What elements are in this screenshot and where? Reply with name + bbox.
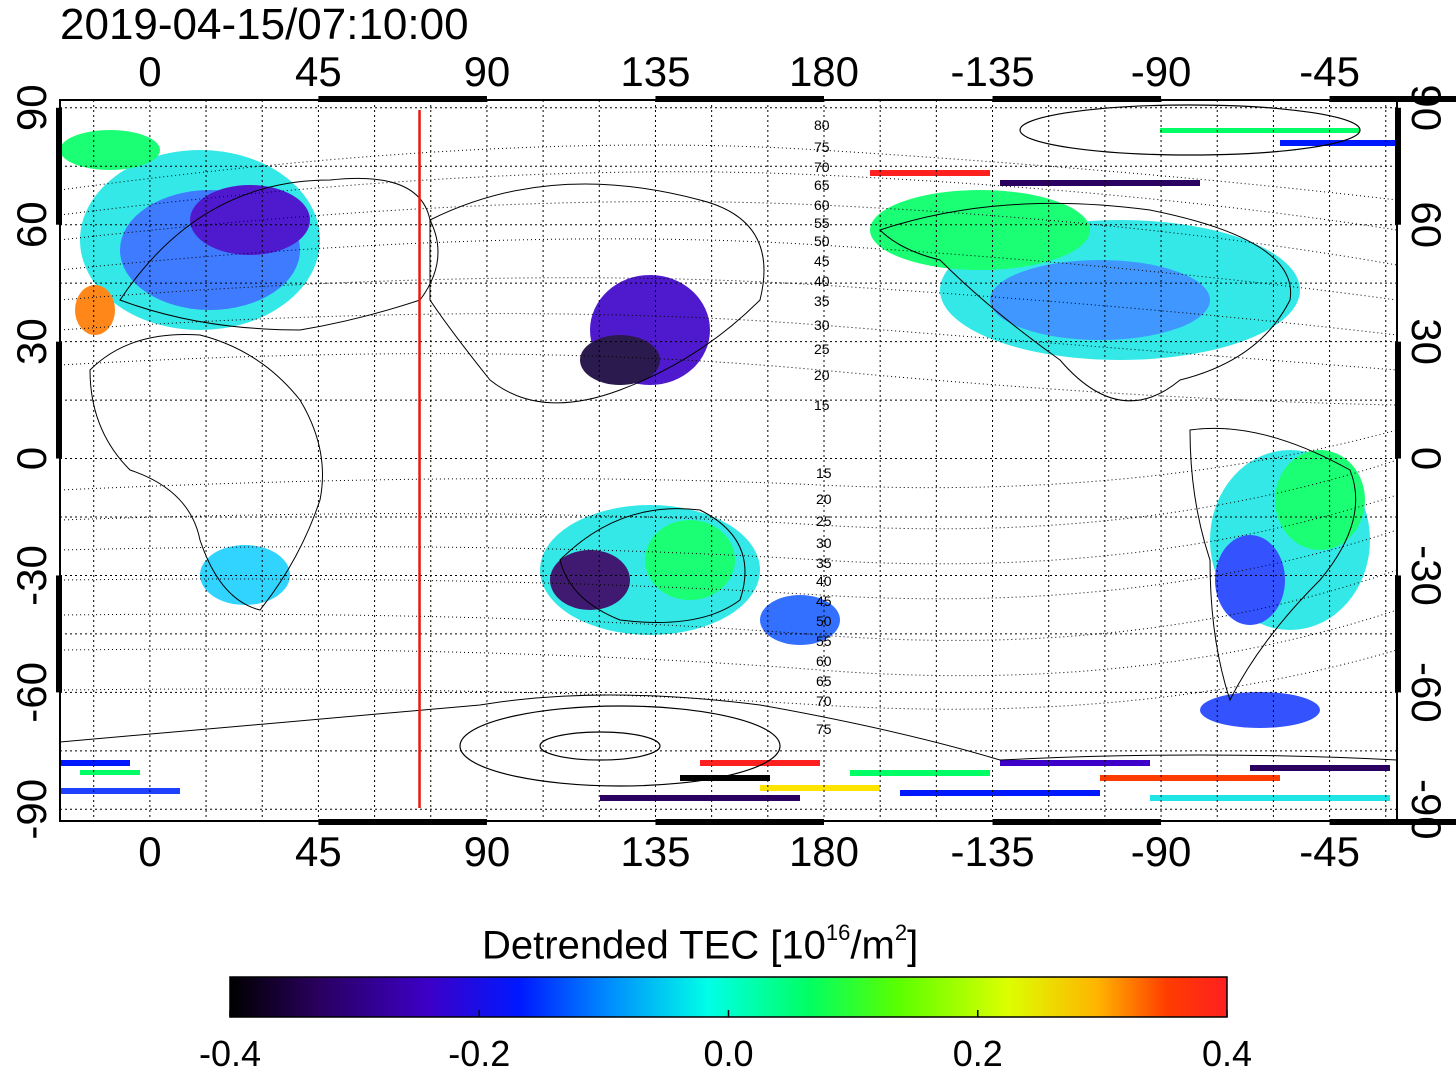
lat-label-left: 0 bbox=[8, 447, 55, 470]
mlat-label: 20 bbox=[816, 491, 832, 507]
lon-label-bottom: 90 bbox=[464, 828, 511, 875]
frame-bar-right bbox=[1395, 107, 1401, 225]
lon-label-top: -135 bbox=[950, 48, 1034, 95]
colorbar-ticks: -0.4 -0.2 0.0 0.2 0.4 bbox=[199, 1010, 1252, 1072]
lat-label-left: 90 bbox=[8, 84, 55, 131]
lon-label-bottom: 45 bbox=[295, 828, 342, 875]
lat-label-left: 60 bbox=[8, 201, 55, 248]
lon-label-top: 45 bbox=[295, 48, 342, 95]
lon-label-bottom: -90 bbox=[1131, 828, 1192, 875]
lon-label-bottom: -45 bbox=[1299, 828, 1360, 875]
mlat-label: 40 bbox=[814, 273, 830, 289]
frame-bar-top bbox=[655, 96, 824, 102]
lon-label-bottom: -135 bbox=[950, 828, 1034, 875]
colorbar-tick-label: 0.0 bbox=[703, 1033, 753, 1072]
lon-label-top: 135 bbox=[620, 48, 690, 95]
frame-bar-left bbox=[56, 341, 62, 459]
mlat-label: 75 bbox=[814, 139, 830, 155]
mlat-label: 55 bbox=[816, 633, 832, 649]
frame-bar-bottom bbox=[655, 819, 824, 825]
lon-label-top: 180 bbox=[789, 48, 859, 95]
mlat-label: 60 bbox=[814, 197, 830, 213]
lat-label-right: -60 bbox=[1403, 662, 1450, 723]
colorbar-title: Detrended TEC [1016/m2] bbox=[482, 920, 919, 968]
mlat-label: 35 bbox=[816, 555, 832, 571]
mlat-label: 40 bbox=[816, 573, 832, 589]
mlat-label: 30 bbox=[814, 317, 830, 333]
lat-label-left: 30 bbox=[8, 318, 55, 365]
mlat-label: 45 bbox=[816, 593, 832, 609]
colorbar-tick-label: -0.4 bbox=[199, 1033, 261, 1072]
mlat-label: 55 bbox=[814, 215, 830, 231]
frame-bar-right bbox=[1395, 341, 1401, 459]
lat-label-right: 0 bbox=[1403, 447, 1450, 470]
mlat-label: 50 bbox=[816, 613, 832, 629]
colorbar-tick-label: 0.2 bbox=[953, 1033, 1003, 1072]
mlat-label: 70 bbox=[816, 693, 832, 709]
frame-bar-bottom bbox=[318, 819, 487, 825]
mlat-label: 15 bbox=[814, 397, 830, 413]
coastlines bbox=[60, 177, 1397, 761]
axis-labels: 0045459090135135180180-135-135-90-90-45-… bbox=[8, 48, 1450, 875]
mlat-label: 70 bbox=[814, 159, 830, 175]
lat-label-left: -30 bbox=[8, 545, 55, 606]
page-title: 2019-04-15/07:10:00 bbox=[60, 0, 469, 49]
mlat-label: 30 bbox=[816, 535, 832, 551]
lon-label-bottom: 180 bbox=[789, 828, 859, 875]
mlat-label: 20 bbox=[814, 367, 830, 383]
frame-bar-left bbox=[56, 575, 62, 693]
mlat-label: 65 bbox=[816, 673, 832, 689]
lat-label-left: -90 bbox=[8, 779, 55, 840]
frame-bar-left bbox=[56, 107, 62, 225]
lon-label-top: 0 bbox=[138, 48, 161, 95]
magnetic-contours bbox=[60, 144, 1397, 710]
tec-data-layer bbox=[60, 130, 1370, 728]
lon-label-top: 90 bbox=[464, 48, 511, 95]
lat-label-right: 60 bbox=[1403, 201, 1450, 248]
mlat-label: 65 bbox=[814, 177, 830, 193]
mlat-label: 75 bbox=[816, 721, 832, 737]
lat-label-right: -30 bbox=[1403, 545, 1450, 606]
mlat-label: 50 bbox=[814, 233, 830, 249]
polar-strips bbox=[60, 128, 1397, 801]
mlat-label: 15 bbox=[816, 465, 832, 481]
frame-bar-top bbox=[1329, 96, 1456, 102]
colorbar-tick-label: 0.4 bbox=[1202, 1033, 1252, 1072]
mlat-label: 45 bbox=[814, 253, 830, 269]
lon-label-top: -90 bbox=[1131, 48, 1192, 95]
mlat-label: 25 bbox=[816, 513, 832, 529]
lat-label-left: -60 bbox=[8, 662, 55, 723]
mlat-label: 35 bbox=[814, 293, 830, 309]
mlat-label: 25 bbox=[814, 341, 830, 357]
frame-bar-bottom bbox=[1329, 819, 1456, 825]
lon-label-bottom: 0 bbox=[138, 828, 161, 875]
mlat-label: 80 bbox=[814, 117, 830, 133]
colorbar-tick-label: -0.2 bbox=[448, 1033, 510, 1072]
lat-label-right: -90 bbox=[1403, 779, 1450, 840]
frame-bar-top bbox=[992, 96, 1162, 102]
lat-label-right: 30 bbox=[1403, 318, 1450, 365]
lon-label-top: -45 bbox=[1299, 48, 1360, 95]
magnetic-latitude-labels: 80 75 70 65 60 55 50 45 40 35 30 25 20 15 15 20 25 30 35 40… bbox=[814, 117, 832, 737]
magnetic-ovals bbox=[459, 104, 1361, 787]
frame-bars bbox=[56, 96, 1456, 825]
frame-bar-right bbox=[1395, 575, 1401, 693]
lon-label-bottom: 135 bbox=[620, 828, 690, 875]
frame-bar-top bbox=[318, 96, 487, 102]
lat-label-right: 90 bbox=[1403, 84, 1450, 131]
frame-bar-bottom bbox=[992, 819, 1162, 825]
mlat-label: 60 bbox=[816, 653, 832, 669]
